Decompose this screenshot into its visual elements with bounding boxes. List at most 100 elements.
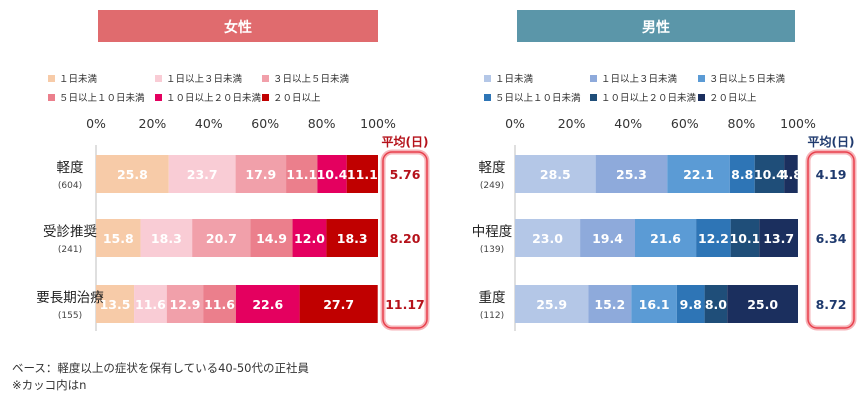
female-category-n-2: (241) [58, 245, 82, 255]
female-data-label-2-5: 12.0 [294, 231, 325, 246]
male-average-value-2: 6.34 [816, 231, 847, 246]
male-bar-1-3 [667, 155, 730, 193]
male-bar-1-1 [515, 155, 596, 193]
male-data-label-3-6: 25.0 [747, 297, 778, 312]
female-average-box [382, 151, 428, 329]
male-data-label-2-2: 19.4 [592, 231, 623, 246]
male-bar-3-6 [727, 285, 798, 323]
male-bar-2-6 [759, 219, 798, 257]
male-title-banner [517, 10, 795, 42]
male-legend-swatch-1 [484, 75, 491, 82]
male-bar-1-2 [595, 155, 668, 193]
male-bar-2-2 [580, 219, 635, 257]
male-data-label-1-5: 10.4 [754, 167, 785, 182]
female-legend-swatch-3 [262, 75, 269, 82]
male-average-title: 平均(日) [808, 134, 855, 149]
male-bar-3-1 [515, 285, 589, 323]
male-x-tick-label: 80% [728, 116, 756, 131]
female-bar-3-1 [96, 285, 135, 323]
male-data-label-2-5: 10.1 [730, 231, 761, 246]
female-bar-1-4 [286, 155, 318, 193]
female-data-label-1-3: 17.9 [245, 167, 276, 182]
male-average-value-3: 8.72 [816, 297, 847, 312]
female-x-tick-label: 100% [360, 116, 396, 131]
male-bar-3-2 [588, 285, 632, 323]
female-bar-1-1 [96, 155, 169, 193]
male-data-label-1-2: 25.3 [616, 167, 647, 182]
female-bar-2-5 [292, 219, 327, 257]
female-legend-label-2: １日以上３日未満 [166, 73, 243, 85]
female-bar-2-2 [140, 219, 193, 257]
male-legend-label-1: １日未満 [495, 73, 534, 85]
male-data-label-2-4: 12.2 [698, 231, 729, 246]
male-data-label-3-5: 8.0 [705, 297, 727, 312]
male-data-label-3-1: 25.9 [536, 297, 567, 312]
female-category-n-1: (604) [58, 181, 82, 191]
male-bar-2-4 [696, 219, 731, 257]
male-legend-label-2: １日以上３日未満 [601, 73, 678, 85]
male-data-label-2-3: 21.6 [650, 231, 681, 246]
footnote-n-note: ※カッコ内はn [12, 378, 87, 392]
male-category-label-1: 軽度 [479, 160, 506, 176]
male-legend-label-3: ３日以上５日未満 [709, 73, 786, 85]
male-bar-3-5 [704, 285, 728, 323]
male-legend-label-4: ５日以上１０日未満 [495, 92, 581, 104]
male-category-n-1: (249) [480, 181, 504, 191]
female-legend-swatch-5 [155, 94, 162, 101]
footnote-base: ベース：軽度以上の症状を保有している40-50代の正社員 [12, 361, 309, 375]
female-bar-2-3 [192, 219, 251, 257]
female-legend-label-1: １日未満 [59, 73, 98, 85]
female-data-label-2-1: 15.8 [103, 231, 134, 246]
male-x-tick-label: 0% [505, 116, 525, 131]
female-bar-2-4 [250, 219, 293, 257]
male-legend-swatch-6 [698, 94, 705, 101]
female-legend-swatch-1 [48, 75, 55, 82]
male-average-box [807, 151, 855, 329]
male-x-tick-label: 40% [614, 116, 642, 131]
female-bar-3-3 [166, 285, 204, 323]
female-legend-swatch-6 [262, 94, 269, 101]
male-legend-swatch-2 [590, 75, 597, 82]
male-data-label-3-2: 15.2 [594, 297, 625, 312]
male-bar-3-4 [676, 285, 705, 323]
female-data-label-3-5: 22.6 [252, 297, 283, 312]
female-data-label-2-2: 18.3 [151, 231, 182, 246]
male-bar-1-4 [729, 155, 755, 193]
female-data-label-3-4: 11.6 [204, 297, 235, 312]
male-category-n-3: (112) [480, 311, 504, 321]
female-bar-1-2 [168, 155, 236, 193]
female-data-label-2-6: 18.3 [337, 231, 368, 246]
female-x-tick-label: 60% [251, 116, 279, 131]
female-data-label-3-2: 11.6 [135, 297, 166, 312]
female-chart-title: 女性 [224, 19, 252, 36]
female-data-label-2-3: 20.7 [206, 231, 237, 246]
male-average-value-1: 4.19 [816, 167, 847, 182]
female-legend-label-6: ２０日以上 [273, 93, 321, 104]
female-bar-2-1 [96, 219, 141, 257]
male-bar-1-5 [754, 155, 785, 193]
female-bar-2-6 [326, 219, 378, 257]
female-average-value-1: 5.76 [390, 167, 421, 182]
male-bar-1-6 [784, 155, 798, 193]
male-category-label-3: 重度 [479, 290, 506, 306]
female-data-label-1-5: 10.4 [317, 167, 348, 182]
female-legend-label-4: ５日以上１０日未満 [59, 92, 145, 104]
female-x-tick-label: 20% [139, 116, 167, 131]
male-category-n-2: (139) [480, 245, 504, 255]
male-data-label-2-6: 13.7 [763, 231, 794, 246]
female-bar-3-2 [134, 285, 167, 323]
female-data-label-1-2: 23.7 [187, 167, 218, 182]
male-data-label-3-4: 9.8 [680, 297, 702, 312]
female-legend-label-3: ３日以上５日未満 [273, 73, 350, 85]
female-bar-1-6 [346, 155, 378, 193]
male-data-label-1-3: 22.1 [683, 167, 714, 182]
male-data-label-1-1: 28.5 [540, 167, 571, 182]
female-category-n-3: (155) [58, 311, 82, 321]
male-x-tick-label: 60% [671, 116, 699, 131]
female-data-label-3-6: 27.7 [323, 297, 354, 312]
female-data-label-1-4: 11.1 [286, 167, 317, 182]
male-legend-swatch-5 [590, 94, 597, 101]
male-data-label-3-3: 16.1 [639, 297, 670, 312]
female-data-label-3-1: 13.5 [100, 297, 131, 312]
